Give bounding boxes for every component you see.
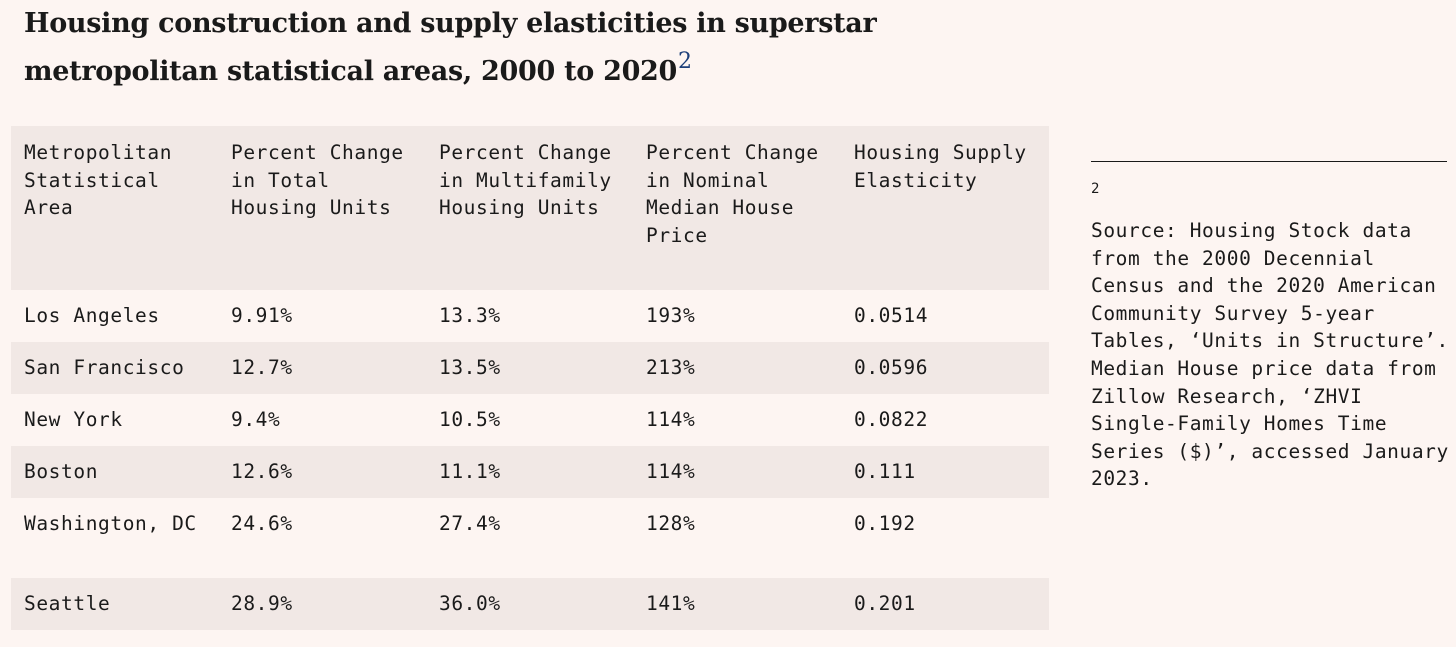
elasticity-table: Metropolitan Statistical Area Percent Ch… bbox=[11, 126, 1049, 630]
cell-metro-area: Washington, DC bbox=[24, 512, 197, 535]
cell-elasticity: 0.0514 bbox=[854, 304, 929, 327]
cell-multifamily-housing: 10.5% bbox=[439, 408, 501, 431]
column-header-total-housing: Percent Change in Total Housing Units bbox=[231, 141, 404, 219]
cell-elasticity: 0.0596 bbox=[854, 356, 929, 379]
page-title: Housing construction and supply elastici… bbox=[24, 0, 1044, 96]
cell-median-price: 193% bbox=[646, 304, 696, 327]
cell-median-price: 114% bbox=[646, 460, 696, 483]
table-row: Seattle 28.9% 36.0% 141% 0.201 bbox=[11, 578, 1049, 630]
cell-total-housing: 12.6% bbox=[231, 460, 293, 483]
cell-elasticity: 0.192 bbox=[854, 512, 916, 535]
footnote-ref-link[interactable]: 2 bbox=[678, 49, 692, 74]
cell-median-price: 128% bbox=[646, 512, 696, 535]
cell-multifamily-housing: 27.4% bbox=[439, 512, 501, 535]
cell-total-housing: 28.9% bbox=[231, 592, 293, 615]
footnote-number: 2 bbox=[1091, 181, 1100, 197]
footnote-source-text: Source: Housing Stock data from the 2000… bbox=[1091, 219, 1449, 491]
footnote-divider bbox=[1091, 161, 1447, 162]
cell-metro-area: San Francisco bbox=[24, 356, 185, 379]
cell-elasticity: 0.201 bbox=[854, 592, 916, 615]
cell-multifamily-housing: 13.3% bbox=[439, 304, 501, 327]
cell-total-housing: 9.4% bbox=[231, 408, 281, 431]
cell-total-housing: 12.7% bbox=[231, 356, 293, 379]
cell-median-price: 141% bbox=[646, 592, 696, 615]
cell-metro-area: Seattle bbox=[24, 592, 111, 615]
column-header-elasticity: Housing Supply Elasticity bbox=[854, 141, 1027, 192]
cell-metro-area: New York bbox=[24, 408, 123, 431]
column-header-metro-area: Metropolitan Statistical Area bbox=[24, 141, 173, 219]
column-header-median-price: Percent Change in Nominal Median House P… bbox=[646, 141, 819, 247]
cell-elasticity: 0.111 bbox=[854, 460, 916, 483]
cell-total-housing: 24.6% bbox=[231, 512, 293, 535]
cell-metro-area: Los Angeles bbox=[24, 304, 160, 327]
cell-elasticity: 0.0822 bbox=[854, 408, 929, 431]
cell-metro-area: Boston bbox=[24, 460, 99, 483]
cell-total-housing: 9.91% bbox=[231, 304, 293, 327]
table-row: Boston 12.6% 11.1% 114% 0.111 bbox=[11, 446, 1049, 498]
title-text: Housing construction and supply elastici… bbox=[24, 8, 877, 87]
table-row: Washington, DC 24.6% 27.4% 128% 0.192 bbox=[11, 498, 1049, 578]
cell-multifamily-housing: 13.5% bbox=[439, 356, 501, 379]
cell-median-price: 114% bbox=[646, 408, 696, 431]
cell-multifamily-housing: 36.0% bbox=[439, 592, 501, 615]
column-header-multifamily-housing: Percent Change in Multifamily Housing Un… bbox=[439, 141, 612, 219]
cell-median-price: 213% bbox=[646, 356, 696, 379]
table-row: San Francisco 12.7% 13.5% 213% 0.0596 bbox=[11, 342, 1049, 394]
table-header-row: Metropolitan Statistical Area Percent Ch… bbox=[11, 126, 1049, 290]
cell-multifamily-housing: 11.1% bbox=[439, 460, 501, 483]
table-row: Los Angeles 9.91% 13.3% 193% 0.0514 bbox=[11, 290, 1049, 342]
table-row: New York 9.4% 10.5% 114% 0.0822 bbox=[11, 394, 1049, 446]
